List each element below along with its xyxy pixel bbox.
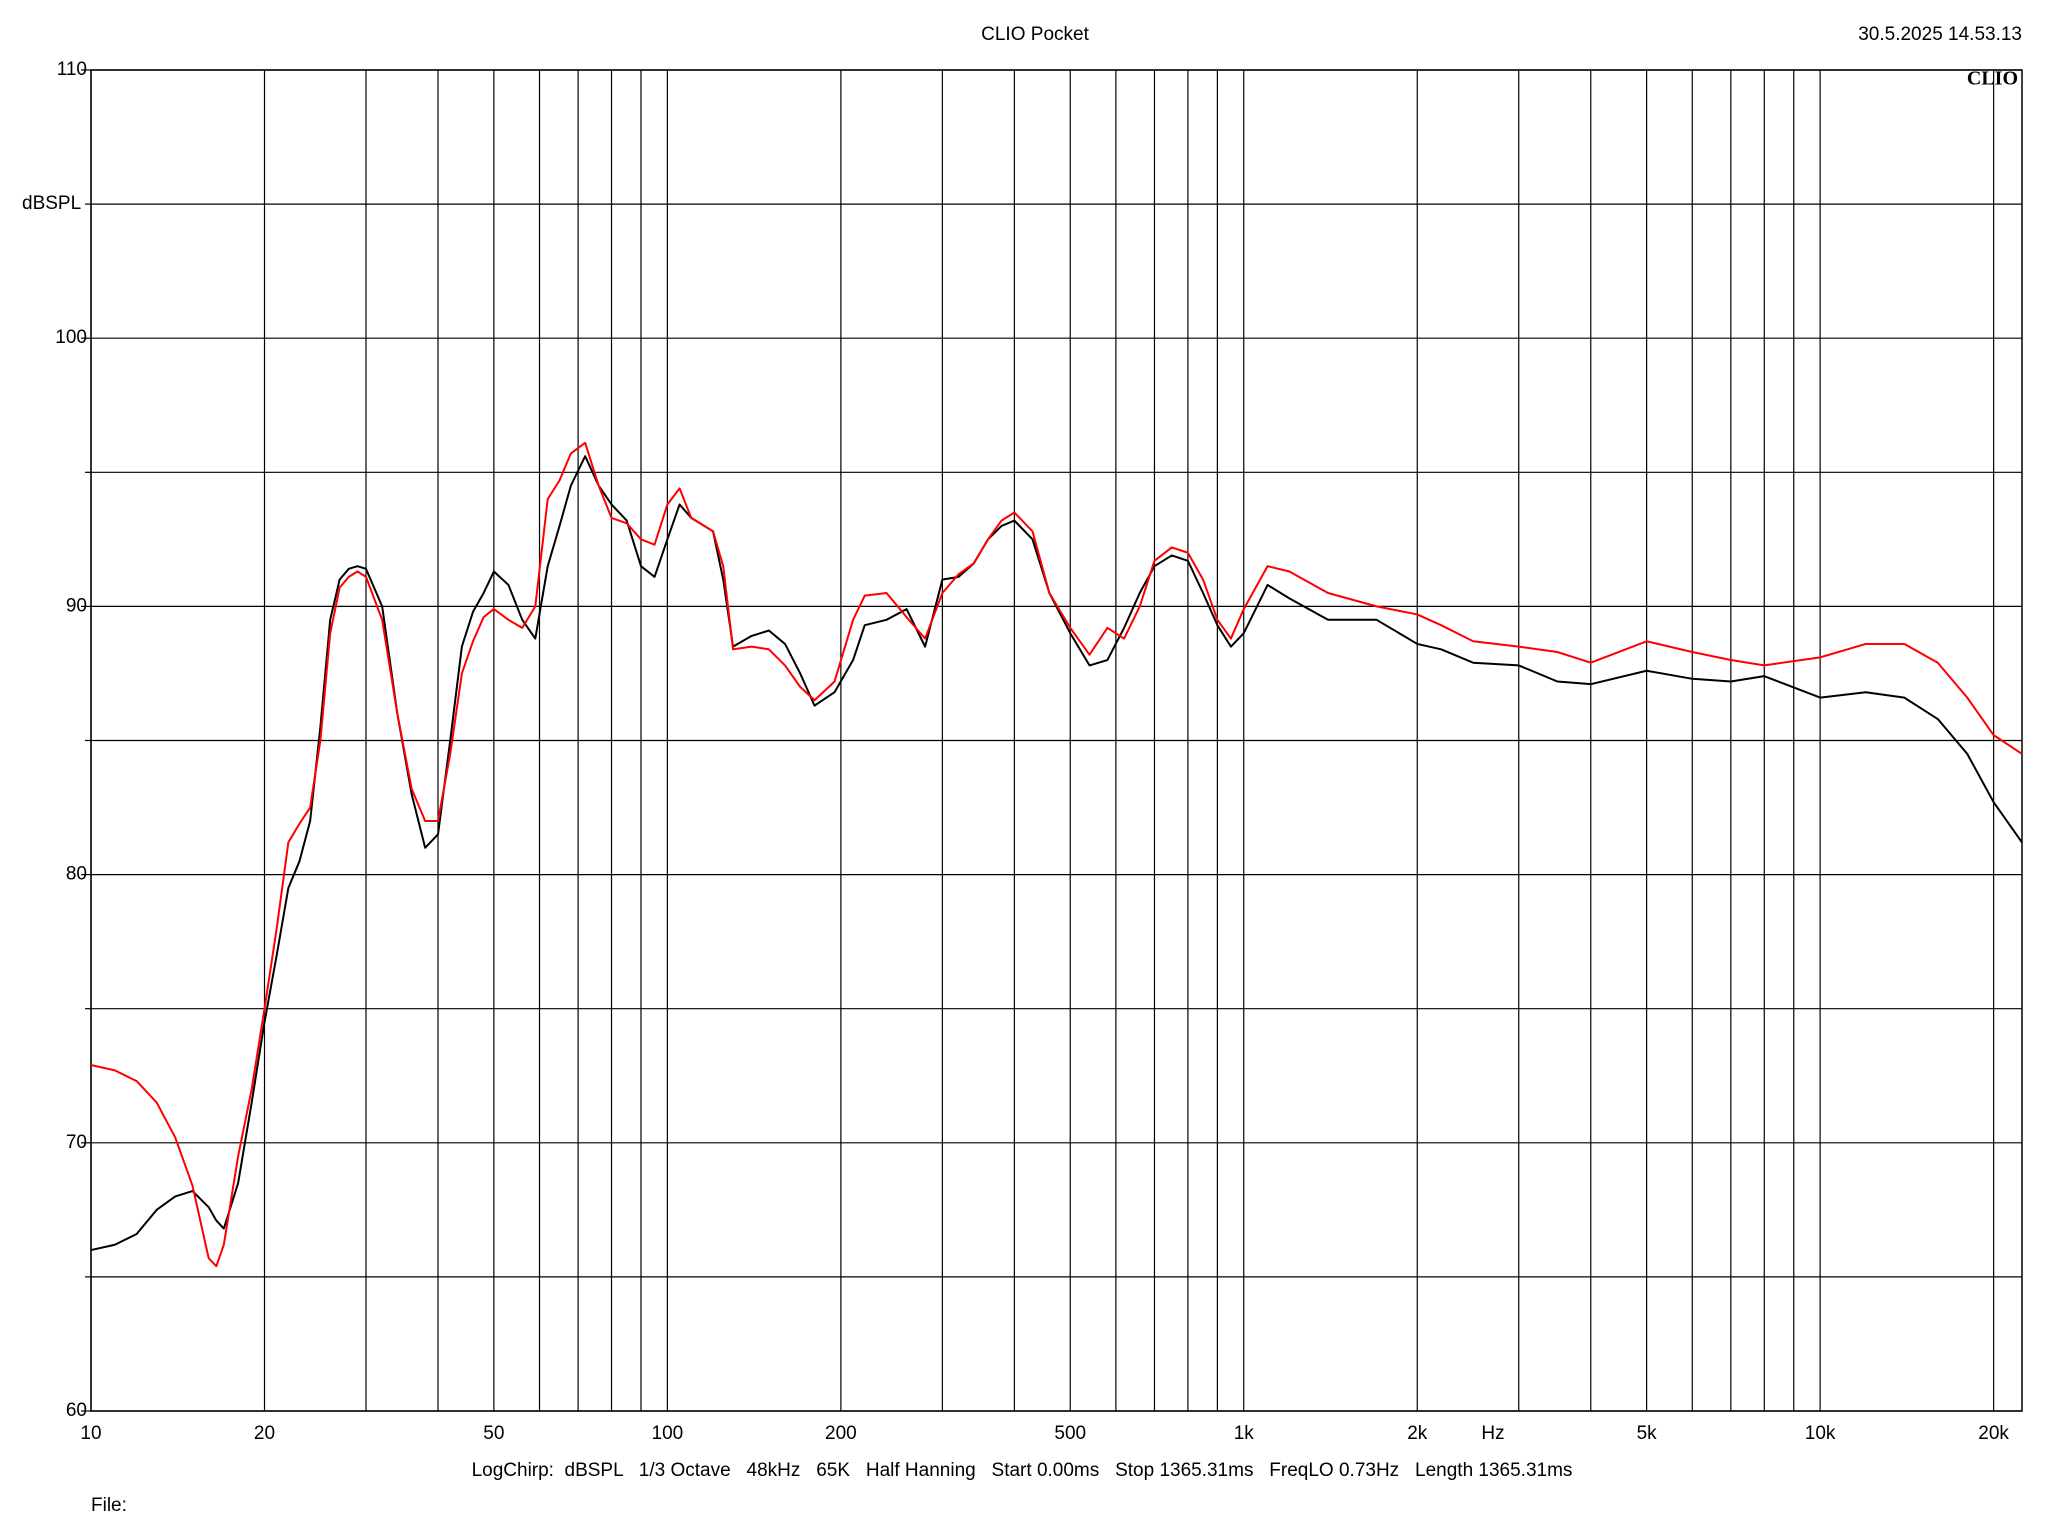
series-line xyxy=(90,455,2023,1252)
x-tick-label: 1k xyxy=(1234,1423,1255,1444)
y-tick-label: 110 xyxy=(57,59,87,80)
y-axis-label: dBSPL xyxy=(22,193,81,214)
y-tick-label: 70 xyxy=(66,1132,87,1153)
x-tick-label: 10k xyxy=(1805,1423,1836,1444)
series-line xyxy=(90,441,2023,1268)
x-tick-label: 2k xyxy=(1407,1423,1428,1444)
x-axis-label: Hz xyxy=(1481,1423,1504,1444)
x-tick-label: 20k xyxy=(1978,1423,2009,1444)
footer-info: LogChirp: dBSPL 1/3 Octave 48kHz 65K Hal… xyxy=(472,1460,1573,1481)
x-tick-label: 10 xyxy=(80,1423,101,1444)
logo: CLIO xyxy=(1967,68,2018,90)
x-tick-label: 20 xyxy=(254,1423,275,1444)
plot-frame xyxy=(90,69,2023,1412)
x-tick-label: 5k xyxy=(1637,1423,1658,1444)
x-tick-label: 100 xyxy=(652,1423,684,1444)
file-label: File: xyxy=(91,1495,127,1516)
x-tick-label: 500 xyxy=(1054,1423,1086,1444)
x-tick-label: 50 xyxy=(483,1423,504,1444)
y-tick-label: 60 xyxy=(66,1400,87,1421)
chart-title: CLIO Pocket xyxy=(981,24,1089,45)
y-tick-label: 80 xyxy=(66,864,87,885)
x-tick-label: 200 xyxy=(825,1423,857,1444)
y-tick-label: 90 xyxy=(66,595,87,616)
timestamp: 30.5.2025 14.53.13 xyxy=(1858,24,2022,45)
y-tick-label: 100 xyxy=(55,327,87,348)
